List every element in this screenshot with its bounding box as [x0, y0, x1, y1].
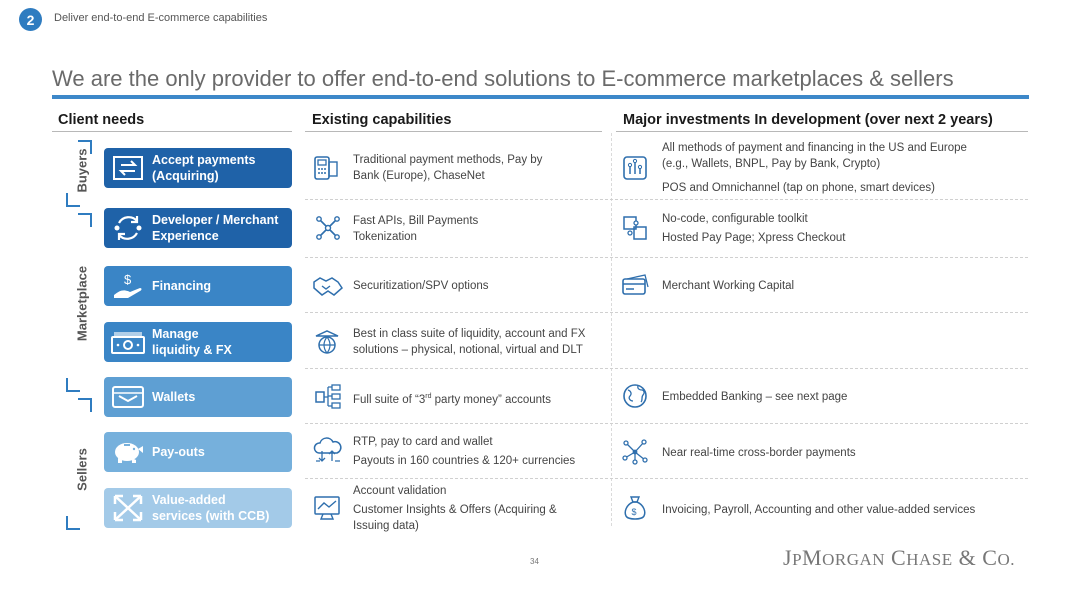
need-manage-liquidity: Manage liquidity & FX — [104, 322, 292, 362]
investment-text: All methods of payment and financing in … — [662, 142, 967, 170]
marketplace-bracket-bottom — [66, 378, 80, 392]
company-logo: JPMORGAN CHASE & CO. — [783, 545, 1015, 570]
existing-capability-text: Fast APIs, Bill Payments Tokenization — [353, 215, 479, 243]
side-label-sellers: Sellers — [74, 448, 90, 491]
row-divider — [305, 199, 1028, 200]
need-label: Financing — [152, 279, 212, 293]
investment-text: POS and Omnichannel (tap on phone, smart… — [662, 182, 935, 194]
cloud-transfer-icon — [312, 437, 344, 470]
need-label: Developer / Merchant — [152, 213, 279, 227]
existing-capability-text: Payouts in 160 countries & 120+ currenci… — [353, 455, 576, 467]
account-hierarchy-icon — [314, 383, 342, 416]
need-pay-outs: Pay-outs — [104, 432, 292, 472]
existing-capability-text: Customer Insights & Offers (Acquiring & I… — [353, 504, 557, 532]
sellers-bracket-top — [78, 398, 92, 412]
page-title: We are the only provider to offer end-to… — [52, 66, 954, 91]
need-label: Accept payments — [152, 153, 256, 167]
need-label: Pay-outs — [152, 445, 205, 459]
section-title: Deliver end-to-end E-commerce capabiliti… — [54, 12, 268, 24]
page-number: 34 — [530, 557, 539, 566]
globe-icon — [621, 382, 649, 415]
investment-text: No-code, configurable toolkit — [662, 213, 808, 225]
network-graph-icon — [621, 438, 649, 471]
row-divider — [305, 478, 1028, 479]
pos-terminal-icon — [312, 154, 340, 187]
section-number-badge: 2 — [19, 8, 42, 31]
investment-text: Invoicing, Payroll, Accounting and other… — [662, 504, 976, 516]
existing-capability-text: Best in class suite of liquidity, accoun… — [353, 328, 586, 356]
svg-text:$: $ — [632, 507, 637, 517]
existing-capability-text: Account validation — [353, 485, 447, 497]
wallet-icon — [104, 384, 152, 410]
need-label: services (with CCB) — [152, 509, 270, 523]
row-divider — [305, 368, 1028, 369]
column-rule — [52, 131, 292, 132]
network-nodes-icon — [314, 214, 342, 247]
money-bag-icon: $ — [621, 494, 649, 527]
investment-text: Merchant Working Capital — [662, 280, 795, 292]
marketplace-bracket-top — [78, 213, 92, 227]
cycle-arrows-icon — [104, 211, 152, 245]
need-financing: $ Financing — [104, 266, 292, 306]
row-divider — [305, 312, 1028, 313]
circuit-icon — [621, 154, 649, 187]
column-divider — [611, 133, 612, 526]
need-wallets: Wallets — [104, 377, 292, 417]
existing-capability-text: Traditional payment methods, Pay by Bank … — [353, 154, 543, 182]
need-value-added-services: Value-added services (with CCB) — [104, 488, 292, 528]
existing-capability-text: Securitization/SPV options — [353, 280, 489, 292]
expand-arrows-icon — [104, 492, 152, 524]
hand-dollar-icon: $ — [104, 271, 152, 301]
buyers-bracket-bottom — [66, 193, 80, 207]
credit-card-icon — [621, 272, 649, 305]
puzzle-toolkit-icon — [621, 214, 649, 247]
title-rule — [52, 95, 1029, 99]
row-divider — [305, 257, 1028, 258]
need-accept-payments: Accept payments (Acquiring) — [104, 148, 292, 188]
column-rule — [616, 131, 1028, 132]
investment-text: Embedded Banking – see next page — [662, 391, 848, 403]
bank-globe-icon — [313, 328, 341, 361]
column-header-client-needs: Client needs — [58, 112, 145, 128]
transfer-arrows-icon — [104, 154, 152, 182]
need-label: (Acquiring) — [152, 169, 219, 183]
handshake-icon — [312, 272, 344, 305]
need-label: Manage — [152, 327, 199, 341]
row-divider — [305, 423, 1028, 424]
investment-text: Hosted Pay Page; Xpress Checkout — [662, 232, 846, 244]
piggy-bank-icon — [104, 438, 152, 466]
need-label: Wallets — [152, 390, 196, 404]
existing-capability-text: RTP, pay to card and wallet — [353, 436, 493, 448]
existing-capability-text: Full suite of “3rd party money” accounts — [353, 393, 551, 406]
sellers-bracket-bottom — [66, 516, 80, 530]
need-label: Experience — [152, 229, 219, 243]
buyers-bracket-top — [78, 140, 92, 154]
banknote-icon — [104, 329, 152, 355]
column-header-existing: Existing capabilities — [312, 112, 452, 128]
need-label: Value-added — [152, 493, 226, 507]
analytics-monitor-icon — [313, 494, 341, 527]
investment-text: Near real-time cross-border payments — [662, 447, 856, 459]
column-rule — [305, 131, 602, 132]
side-label-marketplace: Marketplace — [74, 265, 90, 342]
column-header-investments: Major investments In development (over n… — [623, 112, 993, 128]
svg-text:$: $ — [124, 272, 132, 287]
need-label: liquidity & FX — [152, 343, 232, 357]
need-developer-experience: Developer / Merchant Experience — [104, 208, 292, 248]
